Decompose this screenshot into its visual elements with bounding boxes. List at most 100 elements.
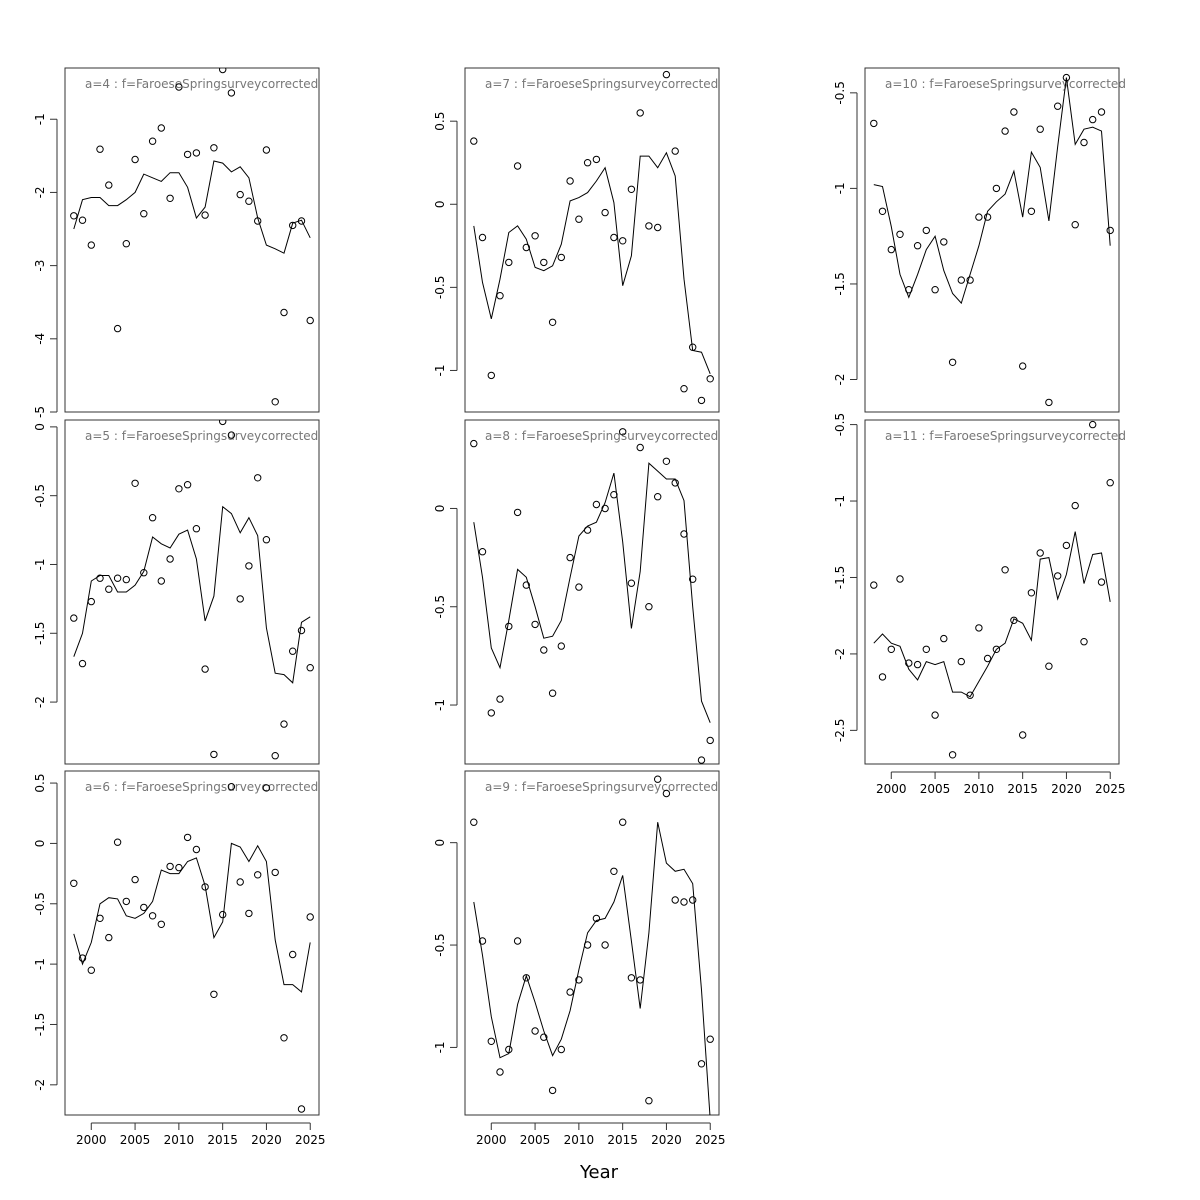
observed-point (262, 784, 271, 792)
y-tick-label: 0.5 (433, 112, 447, 131)
y-tick-label: -5 (33, 406, 47, 418)
panel-2: a=6 : f=FaroeseSpringsurveycorrected -2 -1… (33, 770, 326, 1147)
observed-point (1054, 572, 1062, 580)
observed-point (87, 966, 96, 974)
x-tick-label: 2000 (876, 782, 907, 796)
observed-point (201, 883, 209, 891)
y-tick-label: 0.5 (33, 774, 47, 793)
observed-point (470, 137, 478, 145)
panel-title: a=9 : f=FaroeseSpringsurveycorrected (485, 780, 718, 794)
observed-point (645, 222, 653, 230)
observed-point (219, 68, 227, 74)
fitted-line (473, 151, 711, 374)
observed-point (271, 398, 279, 406)
x-axis-label: Year (579, 1162, 619, 1183)
observed-point (1071, 501, 1079, 510)
observed-point (131, 875, 139, 884)
observed-point (140, 569, 148, 577)
observed-point (210, 990, 218, 998)
fitted-line (873, 77, 1111, 305)
x-tick-label: 2020 (651, 1133, 682, 1147)
observed-point (254, 871, 262, 879)
observed-point (505, 1045, 513, 1054)
observed-point (627, 185, 636, 194)
observed-point (131, 155, 139, 164)
y-tick-label: -1 (833, 495, 847, 507)
observed-point (513, 162, 522, 170)
observed-point (1036, 549, 1044, 557)
observed-point (940, 238, 948, 246)
observed-point (1010, 616, 1018, 624)
observed-point (948, 358, 957, 366)
panel-title: a=4 : f=FaroeseSpringsurveycorrected (85, 77, 318, 91)
observed-point (966, 276, 974, 284)
observed-point (697, 396, 706, 405)
observed-point (175, 485, 183, 493)
observed-point (931, 711, 939, 719)
y-tick-label: -0.5 (433, 276, 447, 299)
observed-point (654, 493, 662, 501)
observed-point (175, 863, 183, 872)
observed-point (306, 913, 314, 921)
observed-point (122, 897, 131, 906)
observed-point (157, 124, 166, 132)
observed-point (87, 597, 96, 606)
observed-point (706, 375, 714, 383)
y-tick-label: -0.5 (833, 81, 847, 104)
observed-point (245, 197, 253, 205)
y-tick-label: -1 (433, 1041, 447, 1053)
observed-point (78, 659, 87, 668)
observed-point (992, 184, 1001, 193)
observed-point (1019, 362, 1027, 370)
y-tick-label: -2 (833, 648, 847, 660)
observed-point (592, 914, 601, 923)
fitted-line (873, 531, 1111, 698)
observed-point (1062, 73, 1071, 82)
x-tick-label: 2000 (76, 1133, 107, 1147)
observed-point (157, 577, 166, 585)
observed-point (262, 536, 271, 544)
observed-point (878, 673, 887, 681)
observed-point (227, 783, 236, 791)
observed-point (496, 1068, 504, 1076)
x-tick-label: 2010 (564, 1133, 595, 1147)
observed-point (540, 646, 548, 654)
panel-frame (464, 67, 720, 413)
observed-point (227, 89, 236, 97)
x-tick-label: 2010 (164, 1133, 195, 1147)
panel-title: a=5 : f=FaroeseSpringsurveycorrected (85, 429, 318, 443)
observed-point (1045, 662, 1053, 670)
panel-frame (64, 419, 320, 765)
observed-point (913, 660, 922, 669)
observed-point (922, 645, 930, 653)
observed-point (105, 585, 113, 593)
observed-point (575, 976, 583, 984)
observed-point (592, 155, 601, 164)
observed-point (531, 1027, 539, 1035)
observed-point (522, 974, 530, 982)
fitted-line (473, 462, 711, 723)
x-tick-label: 2005 (120, 1133, 151, 1147)
fitted-line (73, 842, 311, 993)
observed-point (1054, 102, 1062, 110)
observed-point (627, 974, 636, 982)
observed-point (236, 595, 244, 603)
observed-point (70, 614, 78, 622)
observed-point (227, 431, 236, 439)
panel-title: a=10 : f=FaroeseSpringsurveycorrected (885, 77, 1126, 91)
observed-point (706, 1035, 714, 1043)
observed-point (487, 1037, 495, 1046)
y-tick-label: -1.5 (833, 566, 847, 589)
observed-point (896, 575, 904, 583)
y-tick-label: 0 (433, 505, 447, 513)
observed-point (254, 217, 262, 225)
observed-point (70, 879, 78, 887)
observed-point (689, 896, 697, 904)
observed-point (280, 308, 288, 317)
observed-point (1080, 638, 1088, 646)
observed-point (592, 500, 601, 509)
observed-point (131, 479, 139, 487)
observed-point (1089, 115, 1097, 124)
observed-point (697, 756, 706, 764)
